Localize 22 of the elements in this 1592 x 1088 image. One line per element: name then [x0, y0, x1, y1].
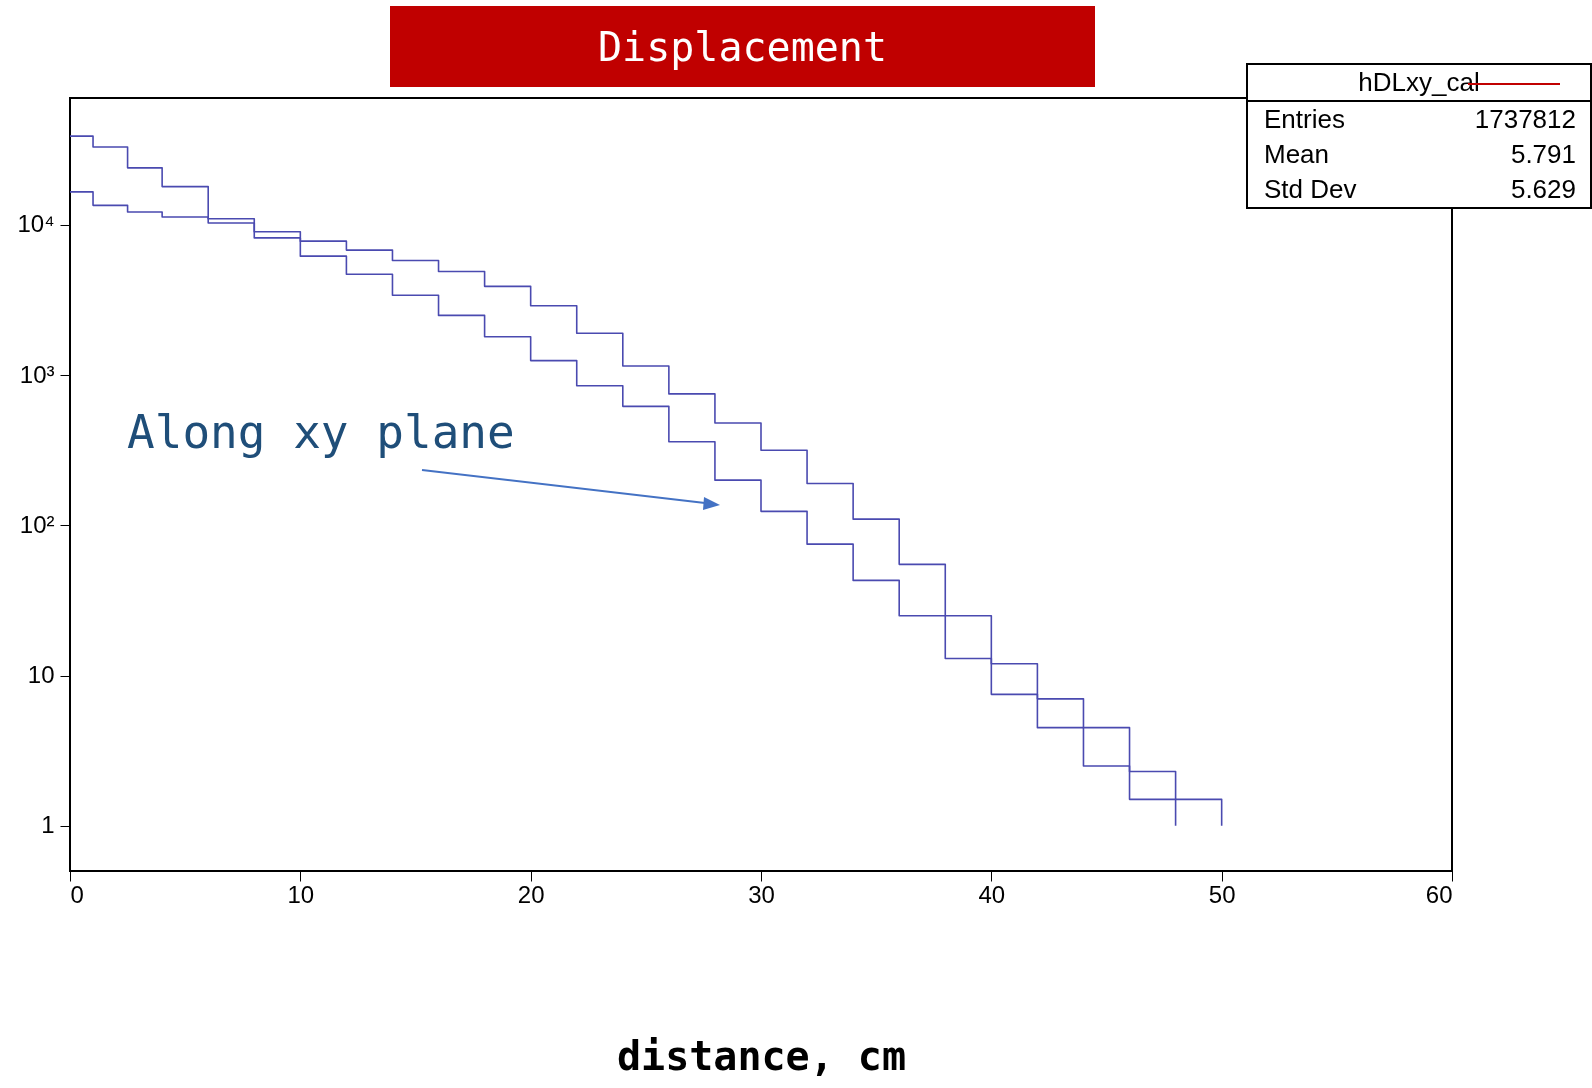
y-tick-label: 10 — [27, 661, 55, 689]
x-axis-title: distance, cm — [617, 1032, 906, 1079]
annotation: Mean — [1264, 139, 1330, 170]
y-tick-label: 10² — [19, 510, 55, 538]
x-tick-label: 30 — [748, 880, 775, 908]
x-tick-label: 40 — [978, 880, 1006, 908]
text: 5.791 — [1510, 139, 1576, 170]
text: 5.629 — [1510, 174, 1576, 205]
annotation: Entries — [1264, 104, 1345, 135]
annotation: Std Dev — [1264, 174, 1357, 205]
y-tick-label: 10⁴ — [17, 210, 55, 238]
y-tick-label: 1 — [41, 811, 55, 839]
text: hDLxy_cal — [1248, 65, 1590, 102]
x-tick-label: 60 — [1425, 880, 1453, 908]
y-tick-label: 10³ — [19, 360, 55, 388]
x-tick-label: 20 — [517, 880, 545, 908]
chart-title: Displacement — [390, 6, 1095, 87]
text: 1737812 — [1474, 104, 1576, 135]
x-tick-label: 0 — [70, 880, 84, 908]
x-tick-label: 50 — [1208, 880, 1236, 908]
annotation: Along xy plane — [127, 405, 515, 459]
x-tick-label: 10 — [287, 880, 315, 908]
